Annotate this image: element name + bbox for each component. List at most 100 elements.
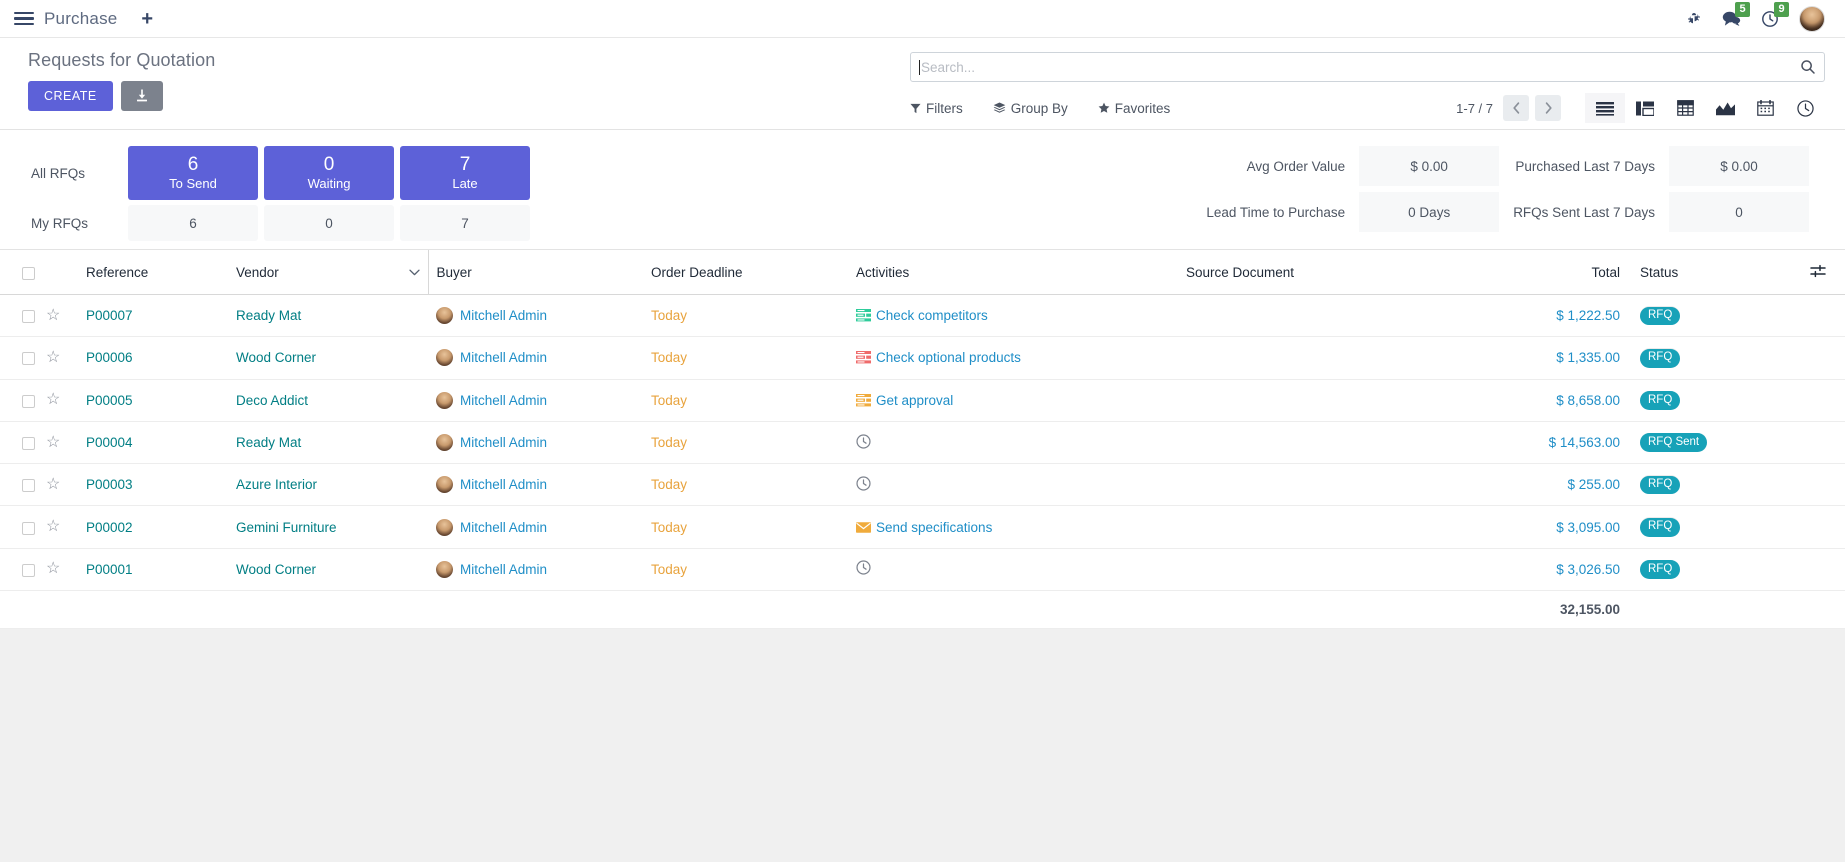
- bug-icon[interactable]: [1686, 11, 1702, 27]
- activity-label[interactable]: Check optional products: [876, 350, 1021, 366]
- cell-order-deadline[interactable]: Today: [643, 505, 848, 549]
- app-brand-purchase[interactable]: Purchase: [44, 8, 118, 28]
- cell-reference[interactable]: P00001: [78, 548, 228, 592]
- vendor-link[interactable]: Ready Mat: [236, 435, 302, 451]
- view-button-kanban[interactable]: [1625, 93, 1665, 123]
- column-header-reference[interactable]: Reference: [78, 250, 228, 295]
- select-all-checkbox[interactable]: [22, 266, 35, 280]
- vendor-link[interactable]: Deco Addict: [236, 392, 309, 408]
- cell-activities[interactable]: [848, 421, 1178, 465]
- column-header-buyer[interactable]: Buyer: [428, 250, 643, 295]
- cell-source-document[interactable]: [1178, 505, 1458, 549]
- cell-total[interactable]: $ 3,095.00: [1458, 505, 1628, 549]
- buyer-name[interactable]: Mitchell Admin: [460, 519, 548, 535]
- favorite-star-icon[interactable]: ☆: [46, 306, 61, 324]
- cell-buyer[interactable]: Mitchell Admin: [428, 505, 643, 549]
- cell-status[interactable]: RFQ: [1628, 379, 1788, 422]
- favorite-star-icon[interactable]: ☆: [46, 348, 61, 366]
- column-header-total[interactable]: Total: [1458, 250, 1628, 295]
- vendor-link[interactable]: Ready Mat: [236, 308, 302, 324]
- cell-vendor[interactable]: Ready Mat: [228, 294, 428, 338]
- cell-activities[interactable]: Get approval: [848, 379, 1178, 422]
- cell-source-document[interactable]: [1178, 548, 1458, 592]
- row-checkbox[interactable]: [22, 479, 35, 493]
- pager-previous-button[interactable]: [1503, 95, 1529, 121]
- status-badge[interactable]: RFQ: [1640, 560, 1681, 580]
- buyer-name[interactable]: Mitchell Admin: [460, 477, 548, 493]
- cell-status[interactable]: RFQ: [1628, 336, 1788, 380]
- cell-vendor[interactable]: Ready Mat: [228, 421, 428, 465]
- stat-value-lead-time-to-purchase[interactable]: 0 Days: [1359, 192, 1500, 232]
- reference-link[interactable]: P00007: [86, 308, 133, 324]
- cell-vendor[interactable]: Wood Corner: [228, 548, 428, 592]
- stat-value-avg-order-value[interactable]: $ 0.00: [1359, 146, 1500, 186]
- cell-source-document[interactable]: [1178, 336, 1458, 380]
- view-button-graph[interactable]: [1705, 93, 1745, 123]
- vendor-link[interactable]: Wood Corner: [236, 350, 317, 366]
- cell-order-deadline[interactable]: Today: [643, 294, 848, 338]
- schedule-activity-clock-icon[interactable]: [856, 560, 871, 576]
- reference-link[interactable]: P00002: [86, 519, 133, 535]
- search-input[interactable]: Search...: [921, 59, 976, 75]
- filters-dropdown[interactable]: Filters: [910, 101, 963, 116]
- cell-activities[interactable]: Check optional products: [848, 336, 1178, 380]
- activity-item[interactable]: Get approval: [856, 393, 1170, 408]
- table-row[interactable]: ☆ P00005 Deco Addict Mitchell Admin Today Ge…: [0, 379, 1845, 422]
- view-button-pivot[interactable]: [1665, 93, 1705, 123]
- buyer-name[interactable]: Mitchell Admin: [460, 435, 548, 451]
- buyer-name[interactable]: Mitchell Admin: [460, 308, 548, 324]
- view-button-activity[interactable]: [1785, 93, 1825, 123]
- schedule-activity-clock-icon[interactable]: [856, 476, 871, 491]
- row-checkbox[interactable]: [22, 310, 35, 324]
- kpi-all-waiting[interactable]: 0 Waiting: [264, 146, 394, 200]
- cell-activities[interactable]: [848, 463, 1178, 507]
- kpi-my-late[interactable]: 7: [400, 205, 530, 241]
- reference-link[interactable]: P00005: [86, 392, 133, 408]
- cell-order-deadline[interactable]: Today: [643, 421, 848, 465]
- cell-total[interactable]: $ 3,026.50: [1458, 548, 1628, 592]
- cell-buyer[interactable]: Mitchell Admin: [428, 379, 643, 422]
- kpi-all-late[interactable]: 7 Late: [400, 146, 530, 200]
- cell-status[interactable]: RFQ: [1628, 463, 1788, 507]
- search-icon[interactable]: [1800, 59, 1816, 75]
- status-badge[interactable]: RFQ: [1640, 348, 1681, 368]
- cell-total[interactable]: $ 8,658.00: [1458, 379, 1628, 422]
- buyer-name[interactable]: Mitchell Admin: [460, 392, 548, 408]
- cell-reference[interactable]: P00004: [78, 421, 228, 465]
- reference-link[interactable]: P00001: [86, 561, 133, 577]
- group-by-dropdown[interactable]: Group By: [993, 101, 1068, 116]
- cell-order-deadline[interactable]: Today: [643, 379, 848, 422]
- activity-label[interactable]: Send specifications: [876, 519, 993, 535]
- activity-item[interactable]: Check competitors: [856, 308, 1170, 323]
- vendor-link[interactable]: Gemini Furniture: [236, 519, 337, 535]
- cell-buyer[interactable]: Mitchell Admin: [428, 463, 643, 507]
- cell-reference[interactable]: P00003: [78, 463, 228, 507]
- cell-status[interactable]: RFQ: [1628, 294, 1788, 338]
- stat-value-rfqs-sent-last-7-days[interactable]: 0: [1669, 192, 1809, 232]
- view-button-calendar[interactable]: [1745, 93, 1785, 123]
- cell-activities[interactable]: Send specifications: [848, 505, 1178, 549]
- status-badge[interactable]: RFQ: [1640, 391, 1681, 410]
- kpi-my-waiting[interactable]: 0: [264, 205, 394, 241]
- table-row[interactable]: ☆ P00001 Wood Corner Mitchell Admin Today $ …: [0, 548, 1845, 592]
- hamburger-menu-icon[interactable]: [14, 11, 34, 27]
- table-row[interactable]: ☆ P00003 Azure Interior Mitchell Admin Today…: [0, 463, 1845, 507]
- new-record-plus-button[interactable]: +: [141, 7, 154, 30]
- kpi-my-to-send[interactable]: 6: [128, 205, 258, 241]
- activity-item[interactable]: Check optional products: [856, 350, 1170, 365]
- row-checkbox[interactable]: [22, 563, 35, 577]
- favorite-star-icon[interactable]: ☆: [46, 518, 61, 536]
- reference-link[interactable]: P00006: [86, 350, 133, 366]
- cell-reference[interactable]: P00005: [78, 379, 228, 422]
- view-button-list[interactable]: [1585, 93, 1625, 123]
- column-header-source-document[interactable]: Source Document: [1178, 250, 1458, 295]
- status-badge[interactable]: RFQ: [1640, 517, 1681, 537]
- pager-next-button[interactable]: [1535, 95, 1561, 121]
- status-badge[interactable]: RFQ: [1640, 475, 1681, 495]
- activities-clock-icon[interactable]: 9: [1761, 1, 1789, 28]
- favorite-star-icon[interactable]: ☆: [46, 475, 61, 493]
- favorites-dropdown[interactable]: Favorites: [1098, 101, 1170, 116]
- cell-activities[interactable]: Check competitors: [848, 294, 1178, 338]
- row-checkbox[interactable]: [22, 352, 35, 366]
- cell-buyer[interactable]: Mitchell Admin: [428, 294, 643, 338]
